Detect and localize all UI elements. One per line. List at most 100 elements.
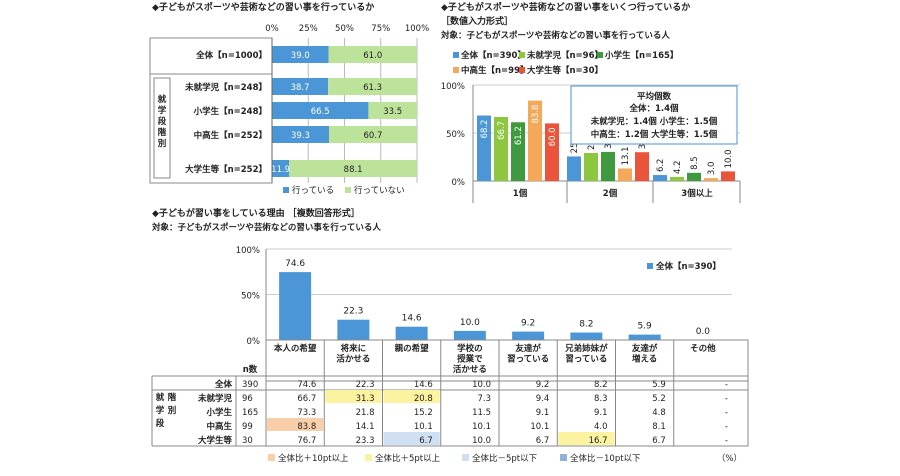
- chart2-value-label: 6.2: [656, 159, 666, 173]
- table-cell: 15.2: [414, 408, 433, 418]
- table-cell: 22.3: [356, 380, 375, 390]
- table-cell: 6.7: [536, 436, 550, 446]
- table-group-label: 階: [168, 392, 177, 403]
- chart2-value-label: 83.8: [531, 105, 541, 124]
- chart1-row-label: 大学生等【n=252】: [185, 164, 267, 175]
- table-cell: -: [725, 436, 728, 446]
- table-cell: -: [725, 380, 728, 390]
- table-category-label: 将来に: [341, 343, 367, 354]
- table-category-label: 親の希望: [395, 343, 430, 354]
- chart3-value-label: 74.6: [285, 259, 305, 269]
- chart1-bar-no: [289, 160, 417, 177]
- table-group-label: 別: [167, 405, 177, 416]
- chart1-tick-label: 25%: [299, 24, 318, 34]
- table-row-label: 大学生等: [198, 435, 233, 446]
- chart1-value-no: 33.5: [383, 107, 402, 117]
- chart2-legend-swatch: [453, 67, 459, 73]
- chart2-bar: [653, 175, 667, 181]
- chart3-title: ◆子どもが習い事をしている理由 ［複数回答形式］: [152, 207, 360, 219]
- table-category-label: 授業で: [457, 354, 483, 365]
- chart3-bar: [628, 334, 661, 340]
- chart2-legend-swatch: [519, 67, 525, 73]
- chart3-value-label: 14.6: [402, 314, 422, 324]
- table-legend-label: 全体比－10pt以下: [570, 453, 641, 464]
- chart2-ytick: 50%: [446, 130, 465, 140]
- table-cell: 14.6: [414, 380, 433, 390]
- chart2-avg-line: 未就学児：1.4個 小学生：1.5個: [590, 116, 718, 127]
- table-cell: 11.5: [472, 408, 491, 418]
- table-cell: 4.0: [594, 422, 608, 432]
- table-category-label: 友達が: [514, 343, 541, 354]
- table-cell: 16.7: [589, 436, 608, 446]
- chart2-value-label: 66.7: [497, 121, 507, 140]
- table-legend-swatch: [462, 454, 469, 461]
- table-category-label: 活かせる: [453, 364, 487, 375]
- chart2-legend-swatch: [597, 52, 603, 58]
- chart1-bar-no: [328, 46, 417, 63]
- chart1-bar-no: [368, 102, 417, 119]
- table-legend-swatch: [560, 454, 567, 461]
- table-cell: 8.1: [652, 422, 666, 432]
- table-cell: 5.9: [652, 380, 666, 390]
- chart3-value-label: 0.0: [696, 327, 711, 337]
- chart2-value-label: 13.1: [621, 146, 631, 165]
- table-cell: 20.8: [414, 394, 433, 404]
- chart1-row-label: 小学生【n=248】: [193, 106, 267, 117]
- chart1-title: ◆子どもがスポーツや芸術などの習い事を行っているか: [152, 1, 374, 13]
- chart1-value-yes: 39.3: [291, 131, 310, 141]
- chart1-legend-yes: 行っている: [292, 185, 334, 196]
- chart1-bar-no: [328, 126, 417, 143]
- chart1-value-yes: 38.7: [291, 83, 310, 93]
- chart3-bar: [512, 331, 545, 340]
- table-cell: 9.1: [536, 408, 550, 418]
- chart3-legend-swatch: [647, 263, 653, 269]
- table-cell: 10.1: [472, 422, 491, 432]
- table-category-label: 習っている: [507, 355, 549, 365]
- table-cell: 10.0: [472, 436, 491, 446]
- chart2-legend-label: 中高生【n=99】: [461, 65, 529, 76]
- chart1-group-label: 就: [158, 94, 167, 105]
- table-cell: 6.7: [652, 436, 666, 446]
- chart3-bar: [570, 332, 603, 340]
- chart3-value-label: 5.9: [637, 322, 652, 332]
- chart1-group-label: 別: [157, 138, 167, 149]
- table-n-value: 99: [242, 422, 253, 432]
- chart1-tick-label: 50%: [335, 24, 354, 34]
- chart2-title: ◆子どもがスポーツや芸術などの習い事をいくつ行っているか: [441, 1, 690, 13]
- chart2-ytick: 100%: [441, 82, 465, 92]
- chart1-value-no: 61.3: [363, 83, 382, 93]
- chart1-bar-yes: [272, 126, 329, 143]
- table-n-value: 390: [242, 380, 258, 390]
- table-legend-label: 全体比－5pt以下: [472, 453, 538, 464]
- chart1-tick-label: 0%: [265, 24, 279, 34]
- chart1-group-label: 学: [158, 105, 167, 116]
- chart3-value-label: 8.2: [579, 320, 593, 330]
- table-cell: 9.1: [594, 408, 608, 418]
- chart1-value-yes: 66.5: [311, 107, 330, 117]
- chart2-legend-label: 未就学児【n=96】: [526, 50, 603, 61]
- chart3-bar: [453, 330, 486, 340]
- chart2-avg-line: 全体：1.4個: [628, 103, 679, 114]
- chart2-bar: [721, 171, 735, 181]
- table-cell: 4.8: [652, 408, 666, 418]
- table-cell: 7.3: [477, 394, 491, 404]
- chart2-value-label: 3.0: [707, 162, 717, 176]
- table-cell: 10.1: [414, 422, 433, 432]
- chart2-avg-box: [570, 85, 738, 145]
- chart3-ytick: 100%: [236, 246, 260, 256]
- table-legend-swatch: [365, 454, 372, 461]
- table-n-value: 165: [242, 408, 258, 418]
- table-row-label: 全体: [214, 379, 233, 390]
- table-legend-label: 全体比＋10pt以上: [278, 453, 349, 464]
- table-legend-label: 全体比＋5pt以上: [375, 453, 441, 464]
- chart2-avg-line: 中高生：1.2個 大学生等：1.5個: [591, 129, 718, 140]
- chart2-bar: [601, 151, 615, 181]
- chart2-category-label: 3個以上: [681, 188, 713, 199]
- table-category-label: 習っている: [565, 355, 607, 365]
- table-cell: 10.0: [472, 380, 491, 390]
- chart2-bar: [477, 115, 491, 181]
- chart2-value-label: 68.2: [480, 120, 490, 139]
- chart2-bar: [618, 168, 632, 181]
- table-cell-highlight: [383, 432, 440, 445]
